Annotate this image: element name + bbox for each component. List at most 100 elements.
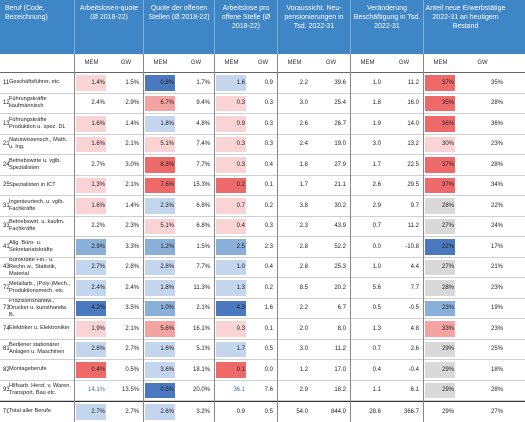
cell-text: 3.6% [160, 366, 174, 373]
cell-value: 18.1% [178, 360, 214, 380]
subheader-gw: GW [257, 60, 269, 66]
cell-text: 1.8% [160, 284, 174, 291]
cell-value: 2.8 [277, 237, 312, 257]
cell-text: 0.7 [236, 202, 245, 209]
row-name: Elektriker u. Elektroniker [9, 325, 70, 332]
subheader-mem: MEM [224, 60, 239, 66]
cell-text: 2.7% [125, 408, 139, 415]
cell-text: 2.6% [91, 346, 105, 353]
cell-text: 0.5% [160, 387, 174, 394]
table-row: 43 Bürokräfte Fin.- u. Rechn.w., Statisti… [0, 258, 525, 278]
table-body: 11 Geschäftsführer, etc. 1.4% 1.5% 0.8% 1.7% 1… [0, 73, 525, 422]
cell-value: 0.7 [350, 340, 385, 360]
cell-value: 1.1 [350, 381, 385, 401]
cell-value: 3.5% [109, 299, 143, 319]
cell-text: 29.5 [407, 182, 419, 189]
cell-text: 1.4% [125, 202, 139, 209]
cell-text: 3.0 [372, 141, 381, 148]
cell-text: 23% [490, 325, 503, 332]
cell-value: 1.7 [350, 155, 385, 175]
row-code: 13 [3, 120, 9, 127]
cell-text: 7.6% [160, 182, 174, 189]
cell-value: 28% [423, 278, 458, 298]
row-name: Führungskräfte kaufmännisch [9, 96, 47, 110]
cell-text: 22.5 [407, 161, 419, 168]
cell-text: 37% [441, 161, 454, 168]
cell-text: 2.3% [125, 223, 139, 230]
cell-value: 2.6 [350, 176, 385, 196]
cell-text: 37% [441, 182, 454, 189]
cell-text: 1.4% [91, 79, 105, 86]
cell-text: 2.1% [125, 182, 139, 189]
cell-text: 1.6 [236, 79, 245, 86]
table-row: 41 Allg. Büro- u. Sekretariatskräfte 2.9% 3… [0, 237, 525, 258]
cell-text: 18% [490, 366, 503, 373]
cell-text: 28% [441, 284, 454, 291]
cell-value: 3.3% [109, 237, 143, 257]
cell-value: 6.7 [312, 299, 350, 319]
cell-text: 2.3% [160, 202, 174, 209]
cell-text: 6.7% [160, 100, 174, 107]
cell-text: 23% [490, 141, 503, 148]
row-name: Metallarb., (Poly-)Mech., Produktionsmec… [9, 280, 70, 294]
cell-text: 5.1% [160, 223, 174, 230]
cell-value: 7.4% [178, 135, 214, 155]
cell-value: 3.8 [277, 196, 312, 216]
cell-value: 366.7 [385, 402, 423, 422]
column-divider [143, 54, 144, 422]
cell-text: 29% [441, 346, 454, 353]
cell-value: 2.8% [143, 258, 178, 278]
cell-value: 2.3 [277, 217, 312, 237]
cell-value: 0.3 [214, 135, 249, 155]
cell-text: 17.0 [334, 366, 346, 373]
cell-text: 0.2 [264, 284, 273, 291]
cell-text: 0.5 [264, 408, 273, 415]
cell-text: 23% [441, 305, 454, 312]
cell-text: 4.4 [410, 264, 419, 271]
cell-text: 2.7% [91, 161, 105, 168]
cell-text: 18.2 [334, 387, 346, 394]
cell-value: 2.7% [74, 258, 109, 278]
cell-text: 1.4% [125, 120, 139, 127]
cell-value: 14.0 [385, 114, 423, 134]
cell-text: 30% [441, 141, 454, 148]
cell-text: 4.8% [196, 120, 210, 127]
cell-text: 2.7% [91, 408, 105, 415]
cell-value: 5.6 [350, 278, 385, 298]
cell-value: 0.0 [350, 237, 385, 257]
cell-value: 4.2% [74, 299, 109, 319]
cell-value: 1.8% [143, 278, 178, 298]
row-code: 31 [3, 202, 9, 209]
cell-value: 4.3 [214, 299, 249, 319]
cell-value: 1.8 [350, 94, 385, 114]
cell-text: 28% [490, 161, 503, 168]
cell-text: 2.6 [372, 182, 381, 189]
cell-text: 1.6 [264, 305, 273, 312]
row-name: Betriebswirte u. vglb. Spezialisten [9, 157, 61, 171]
cell-value: 1.4% [74, 73, 109, 93]
cell-value: 5.6% [143, 319, 178, 339]
cell-text: 54.0 [296, 408, 308, 415]
cell-value: 0.4 [249, 258, 277, 278]
cell-text: 28.6 [369, 408, 381, 415]
cell-value: 0.3 [249, 217, 277, 237]
cell-value: 1.6 [214, 73, 249, 93]
cell-value: 4.8 [385, 319, 423, 339]
cell-text: 1.2% [160, 243, 174, 250]
cell-text: 17% [490, 243, 503, 250]
cell-value: 1.6% [74, 196, 109, 216]
table-row: 31 Ingenieurtech. u. vglb. Fachkräfte 1.6%… [0, 196, 525, 217]
cell-value: 0.7 [350, 217, 385, 237]
cell-text: 3.0 [299, 346, 308, 353]
cell-text: 33% [441, 325, 454, 332]
cell-value: 8.5 [277, 278, 312, 298]
total-row: TOTTotal aller Berufe 2.7% 2.7% 2.6% 3.2% 0.9… [0, 401, 525, 422]
cell-value: 2.6 [277, 114, 312, 134]
cell-text: 0.3 [236, 100, 245, 107]
cell-value: 3.2% [178, 402, 214, 422]
cell-value: 0.5 [249, 340, 277, 360]
cell-value: 14.1% [74, 381, 109, 401]
cell-value: 0.2 [249, 278, 277, 298]
cell-text: 25.4 [334, 100, 346, 107]
cell-text: 35% [441, 100, 454, 107]
